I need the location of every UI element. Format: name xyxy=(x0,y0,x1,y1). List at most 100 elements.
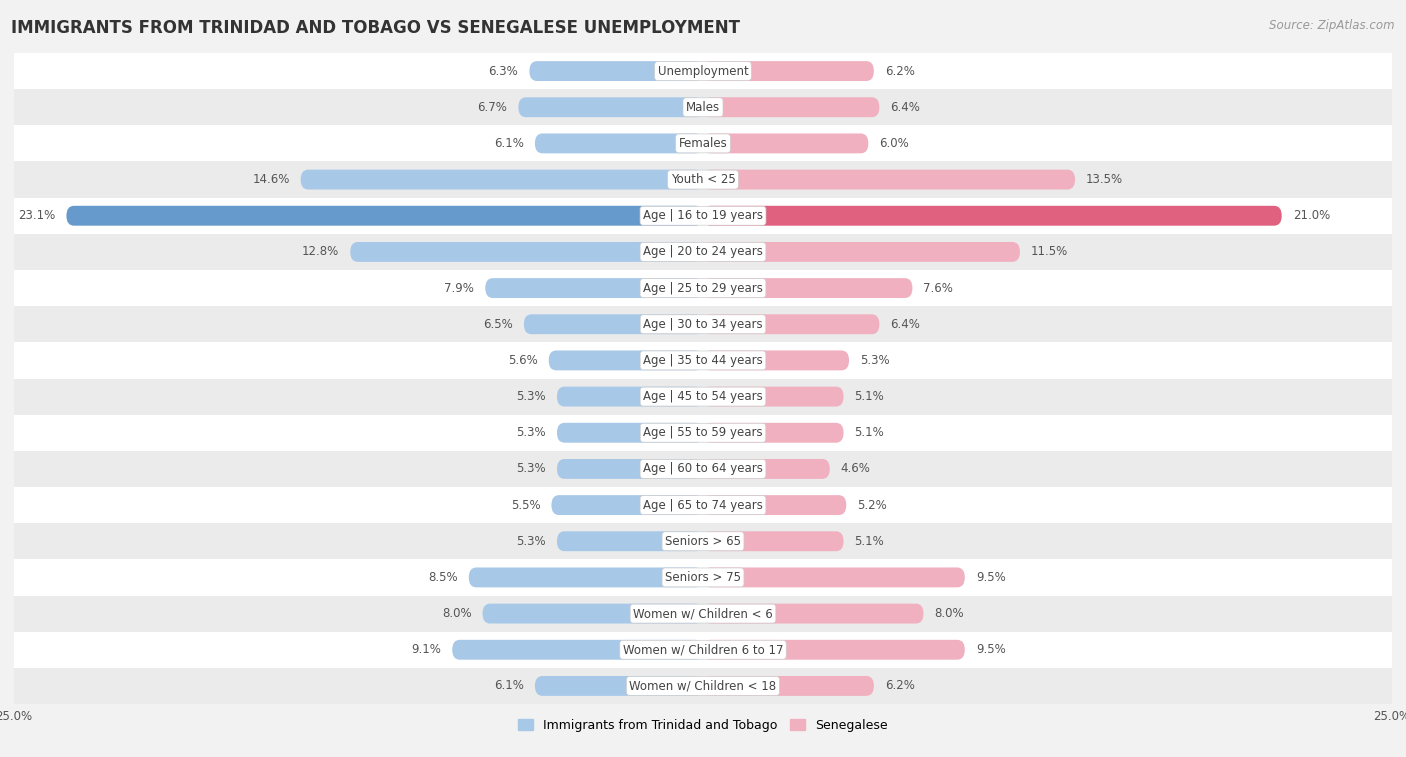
Text: 12.8%: 12.8% xyxy=(302,245,339,258)
Bar xyxy=(14,559,1392,596)
Bar xyxy=(14,89,1392,126)
Bar xyxy=(14,53,1392,89)
Bar xyxy=(14,487,1392,523)
Text: Age | 25 to 29 years: Age | 25 to 29 years xyxy=(643,282,763,294)
Bar xyxy=(14,270,1392,306)
Text: 5.3%: 5.3% xyxy=(516,463,546,475)
Text: 6.7%: 6.7% xyxy=(478,101,508,114)
Text: Age | 30 to 34 years: Age | 30 to 34 years xyxy=(643,318,763,331)
Bar xyxy=(14,161,1392,198)
FancyBboxPatch shape xyxy=(468,568,703,587)
Text: 5.5%: 5.5% xyxy=(510,499,540,512)
Text: 7.6%: 7.6% xyxy=(924,282,953,294)
Text: 5.3%: 5.3% xyxy=(860,354,890,367)
Bar xyxy=(14,234,1392,270)
FancyBboxPatch shape xyxy=(557,387,703,407)
Bar xyxy=(14,342,1392,378)
FancyBboxPatch shape xyxy=(453,640,703,659)
Text: Females: Females xyxy=(679,137,727,150)
FancyBboxPatch shape xyxy=(485,278,703,298)
FancyBboxPatch shape xyxy=(703,603,924,624)
Text: Unemployment: Unemployment xyxy=(658,64,748,77)
Text: Age | 20 to 24 years: Age | 20 to 24 years xyxy=(643,245,763,258)
Bar xyxy=(14,126,1392,161)
FancyBboxPatch shape xyxy=(530,61,703,81)
FancyBboxPatch shape xyxy=(524,314,703,334)
FancyBboxPatch shape xyxy=(703,531,844,551)
Text: Age | 16 to 19 years: Age | 16 to 19 years xyxy=(643,209,763,223)
Text: 5.2%: 5.2% xyxy=(858,499,887,512)
FancyBboxPatch shape xyxy=(350,242,703,262)
Text: Age | 55 to 59 years: Age | 55 to 59 years xyxy=(643,426,763,439)
Text: 6.1%: 6.1% xyxy=(494,137,524,150)
Bar xyxy=(14,451,1392,487)
Text: Women w/ Children < 6: Women w/ Children < 6 xyxy=(633,607,773,620)
FancyBboxPatch shape xyxy=(703,350,849,370)
FancyBboxPatch shape xyxy=(703,459,830,479)
Text: 23.1%: 23.1% xyxy=(18,209,55,223)
Text: 6.4%: 6.4% xyxy=(890,318,921,331)
Text: 5.1%: 5.1% xyxy=(855,534,884,548)
Bar xyxy=(14,596,1392,631)
Text: 13.5%: 13.5% xyxy=(1085,173,1123,186)
Text: 8.0%: 8.0% xyxy=(441,607,471,620)
Text: 6.4%: 6.4% xyxy=(890,101,921,114)
Text: 9.5%: 9.5% xyxy=(976,643,1005,656)
FancyBboxPatch shape xyxy=(557,459,703,479)
Text: Seniors > 75: Seniors > 75 xyxy=(665,571,741,584)
FancyBboxPatch shape xyxy=(703,98,879,117)
FancyBboxPatch shape xyxy=(557,531,703,551)
FancyBboxPatch shape xyxy=(703,640,965,659)
Text: Seniors > 65: Seniors > 65 xyxy=(665,534,741,548)
Text: Women w/ Children < 18: Women w/ Children < 18 xyxy=(630,680,776,693)
FancyBboxPatch shape xyxy=(703,170,1076,189)
Text: Age | 65 to 74 years: Age | 65 to 74 years xyxy=(643,499,763,512)
Text: 9.5%: 9.5% xyxy=(976,571,1005,584)
FancyBboxPatch shape xyxy=(534,676,703,696)
Bar xyxy=(14,523,1392,559)
FancyBboxPatch shape xyxy=(519,98,703,117)
FancyBboxPatch shape xyxy=(703,278,912,298)
Text: Source: ZipAtlas.com: Source: ZipAtlas.com xyxy=(1270,19,1395,32)
Bar xyxy=(14,668,1392,704)
Bar xyxy=(14,306,1392,342)
FancyBboxPatch shape xyxy=(703,495,846,515)
Text: 4.6%: 4.6% xyxy=(841,463,870,475)
Text: 6.2%: 6.2% xyxy=(884,680,915,693)
Text: 5.3%: 5.3% xyxy=(516,426,546,439)
Text: IMMIGRANTS FROM TRINIDAD AND TOBAGO VS SENEGALESE UNEMPLOYMENT: IMMIGRANTS FROM TRINIDAD AND TOBAGO VS S… xyxy=(11,19,740,37)
FancyBboxPatch shape xyxy=(703,314,879,334)
Text: 21.0%: 21.0% xyxy=(1292,209,1330,223)
Text: 8.5%: 8.5% xyxy=(427,571,458,584)
FancyBboxPatch shape xyxy=(703,568,965,587)
FancyBboxPatch shape xyxy=(703,206,1282,226)
Text: Youth < 25: Youth < 25 xyxy=(671,173,735,186)
Bar xyxy=(14,378,1392,415)
Legend: Immigrants from Trinidad and Tobago, Senegalese: Immigrants from Trinidad and Tobago, Sen… xyxy=(513,714,893,737)
Text: 6.1%: 6.1% xyxy=(494,680,524,693)
Bar xyxy=(14,198,1392,234)
Text: Males: Males xyxy=(686,101,720,114)
Bar xyxy=(14,631,1392,668)
FancyBboxPatch shape xyxy=(557,423,703,443)
FancyBboxPatch shape xyxy=(703,133,869,154)
FancyBboxPatch shape xyxy=(482,603,703,624)
Text: Women w/ Children 6 to 17: Women w/ Children 6 to 17 xyxy=(623,643,783,656)
Text: 5.3%: 5.3% xyxy=(516,534,546,548)
FancyBboxPatch shape xyxy=(66,206,703,226)
FancyBboxPatch shape xyxy=(703,423,844,443)
FancyBboxPatch shape xyxy=(301,170,703,189)
Text: 14.6%: 14.6% xyxy=(252,173,290,186)
FancyBboxPatch shape xyxy=(551,495,703,515)
FancyBboxPatch shape xyxy=(703,242,1019,262)
FancyBboxPatch shape xyxy=(548,350,703,370)
Text: 5.6%: 5.6% xyxy=(508,354,537,367)
FancyBboxPatch shape xyxy=(703,387,844,407)
FancyBboxPatch shape xyxy=(534,133,703,154)
Text: 5.1%: 5.1% xyxy=(855,426,884,439)
Text: 6.0%: 6.0% xyxy=(879,137,910,150)
Text: 5.1%: 5.1% xyxy=(855,390,884,403)
Bar xyxy=(14,415,1392,451)
Text: Age | 35 to 44 years: Age | 35 to 44 years xyxy=(643,354,763,367)
FancyBboxPatch shape xyxy=(703,676,875,696)
